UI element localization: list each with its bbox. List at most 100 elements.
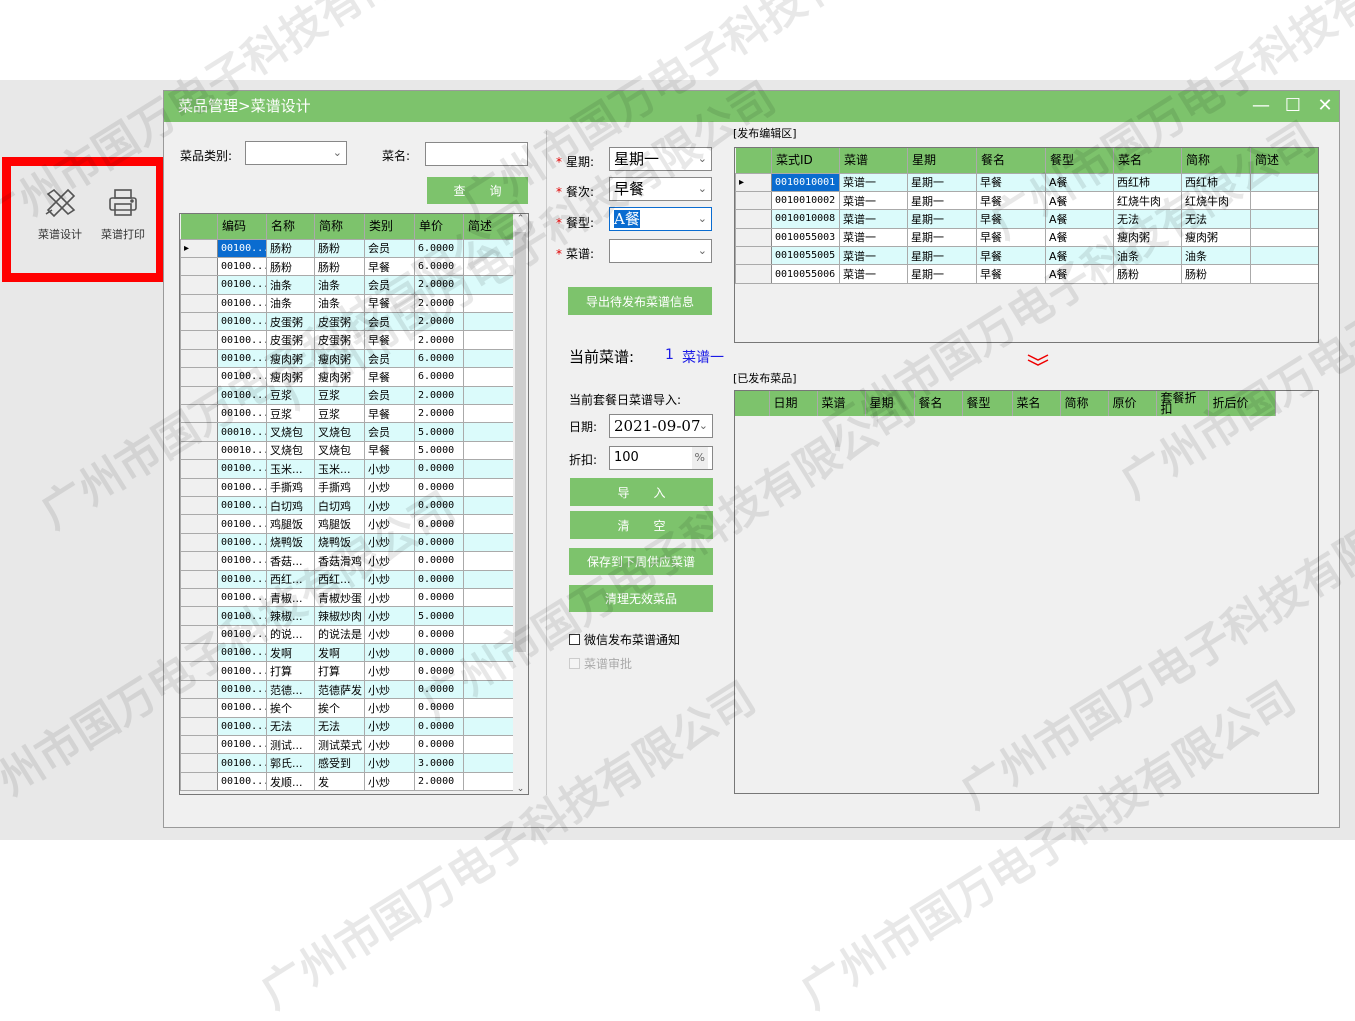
table-cell[interactable]: A餐 — [1045, 227, 1114, 248]
table-cell[interactable]: 00100... — [217, 330, 267, 350]
row-header[interactable] — [180, 698, 218, 718]
export-button[interactable]: 导出待发布菜谱信息 — [568, 287, 712, 315]
clear-button[interactable]: 清 空 — [570, 511, 713, 539]
table-cell[interactable]: 红烧牛肉 — [1113, 190, 1182, 211]
table-cell[interactable]: 0.0000 — [414, 624, 464, 645]
table-cell[interactable]: 挨个 — [314, 698, 365, 718]
column-header[interactable]: 简述 — [1250, 148, 1318, 173]
row-header[interactable] — [180, 753, 218, 773]
table-cell[interactable]: 星期一 — [907, 209, 977, 229]
table-cell[interactable]: 范德萨发 — [314, 679, 365, 700]
table-row[interactable]: 00100... 郭氏... 感受到 小炒 3.0000 — [180, 753, 515, 773]
table-cell[interactable]: 菜谱一 — [839, 227, 908, 248]
save-next-week-button[interactable]: 保存到下周供应菜谱 — [569, 548, 713, 575]
table-cell[interactable]: 玉米... — [314, 459, 365, 479]
table-cell[interactable]: 0010010008 — [771, 209, 840, 229]
table-cell[interactable]: A餐 — [1045, 246, 1114, 266]
table-cell[interactable]: 青椒炒蛋 — [314, 587, 365, 608]
table-cell[interactable] — [1250, 227, 1318, 248]
column-header[interactable]: 星期 — [907, 148, 977, 173]
meal-select[interactable]: 早餐 ⌄ — [609, 177, 712, 201]
row-header[interactable] — [180, 735, 218, 755]
column-header[interactable]: 餐名 — [914, 391, 963, 416]
table-cell[interactable]: 会员 — [364, 312, 415, 332]
table-cell[interactable]: 皮蛋粥 — [266, 312, 315, 332]
table-cell[interactable] — [463, 643, 515, 663]
row-header[interactable] — [180, 477, 218, 497]
table-cell[interactable]: 手撕鸡 — [314, 477, 365, 497]
table-cell[interactable]: 油条 — [266, 275, 315, 295]
table-cell[interactable]: 小炒 — [364, 753, 415, 773]
table-cell[interactable]: 00100... — [217, 275, 267, 295]
table-cell[interactable]: 鸡腿饭 — [266, 514, 315, 534]
table-cell[interactable]: 测试菜式 — [314, 735, 365, 755]
table-cell[interactable]: 00100... — [217, 606, 267, 626]
table-cell[interactable]: 00100... — [217, 753, 267, 773]
table-cell[interactable]: 5.0000 — [414, 606, 464, 626]
table-cell[interactable]: 红烧牛肉 — [1181, 190, 1251, 211]
table-cell[interactable]: 范德... — [266, 679, 315, 700]
table-cell[interactable] — [463, 238, 515, 258]
table-cell[interactable] — [463, 661, 515, 681]
table-cell[interactable]: 2.0000 — [414, 293, 464, 314]
table-cell[interactable]: 青椒... — [266, 587, 315, 608]
table-cell[interactable]: 白切鸡 — [314, 495, 365, 516]
scroll-down-icon[interactable]: ⌄ — [516, 784, 525, 794]
checkbox-box[interactable] — [569, 634, 580, 645]
table-row[interactable]: 00100... 皮蛋粥 皮蛋粥 早餐 2.0000 — [180, 330, 515, 350]
table-row[interactable]: 00100... 皮蛋粥 皮蛋粥 会员 2.0000 — [180, 312, 515, 332]
table-cell[interactable]: 郭氏... — [266, 753, 315, 773]
cleanup-button[interactable]: 清理无效菜品 — [569, 585, 713, 612]
table-cell[interactable]: 0.0000 — [414, 679, 464, 700]
column-header[interactable]: 菜名 — [1113, 148, 1182, 173]
table-cell[interactable] — [463, 495, 515, 516]
table-cell[interactable] — [463, 312, 515, 332]
table-cell[interactable]: 鸡腿饭 — [314, 514, 365, 534]
column-header[interactable]: 名称 — [266, 214, 315, 239]
table-cell[interactable]: 小炒 — [364, 735, 415, 755]
table-cell[interactable]: 0.0000 — [414, 735, 464, 755]
row-header[interactable] — [180, 514, 218, 534]
table-cell[interactable]: 无法 — [314, 716, 365, 737]
column-header[interactable]: 简述 — [463, 214, 515, 239]
table-cell[interactable]: 早餐 — [364, 256, 415, 277]
table-cell[interactable]: 00100... — [217, 495, 267, 516]
table-cell[interactable] — [463, 404, 515, 424]
table-cell[interactable]: 0.0000 — [414, 532, 464, 553]
table-cell[interactable]: 小炒 — [364, 495, 415, 516]
table-cell[interactable]: 小炒 — [364, 551, 415, 571]
table-cell[interactable]: 挨个 — [266, 698, 315, 718]
table-row[interactable]: 00100... 白切鸡 白切鸡 小炒 0.0000 — [180, 495, 515, 516]
table-cell[interactable]: 早餐 — [976, 172, 1046, 192]
table-cell[interactable]: 星期一 — [907, 190, 977, 211]
table-row[interactable]: ▸ 00100... 肠粉 肠粉 会员 6.0000 — [180, 238, 515, 258]
table-cell[interactable]: 00100... — [217, 771, 267, 792]
column-header[interactable]: 折后价 — [1208, 391, 1276, 416]
table-cell[interactable]: 发 — [314, 771, 365, 792]
table-cell[interactable]: 00100... — [217, 716, 267, 737]
row-header[interactable] — [180, 330, 218, 350]
table-cell[interactable]: 香菇滑鸡 — [314, 551, 365, 571]
table-cell[interactable]: 油条 — [1181, 246, 1251, 266]
table-cell[interactable]: 烧鸭饭 — [314, 532, 365, 553]
table-cell[interactable] — [463, 624, 515, 645]
maximize-button[interactable]: ☐ — [1284, 95, 1302, 116]
column-header[interactable]: 菜谱 — [817, 391, 866, 416]
approve-checkbox[interactable]: 菜谱审批 — [569, 655, 632, 672]
table-cell[interactable]: 小炒 — [364, 569, 415, 589]
table-cell[interactable]: 瘦肉粥 — [1181, 227, 1251, 248]
table-row[interactable]: 00100... 油条 油条 会员 2.0000 — [180, 275, 515, 295]
table-cell[interactable]: 无法 — [266, 716, 315, 737]
table-cell[interactable]: 00100... — [217, 624, 267, 645]
table-row[interactable]: 00100... 玉米... 玉米... 小炒 0.0000 — [180, 459, 515, 479]
table-cell[interactable] — [463, 367, 515, 387]
query-button[interactable]: 查 询 — [427, 177, 528, 204]
table-row[interactable]: 00100... 瘦肉粥 瘦肉粥 早餐 6.0000 — [180, 367, 515, 387]
table-cell[interactable]: 小炒 — [364, 532, 415, 553]
table-row[interactable]: 00010... 叉烧包 叉烧包 早餐 5.0000 — [180, 440, 515, 461]
table-cell[interactable]: 菜谱一 — [839, 190, 908, 211]
table-cell[interactable] — [463, 348, 515, 369]
table-cell[interactable]: 西红... — [266, 569, 315, 589]
table-cell[interactable]: 肠粉 — [266, 256, 315, 277]
table-cell[interactable]: 西红柿 — [1113, 172, 1182, 192]
